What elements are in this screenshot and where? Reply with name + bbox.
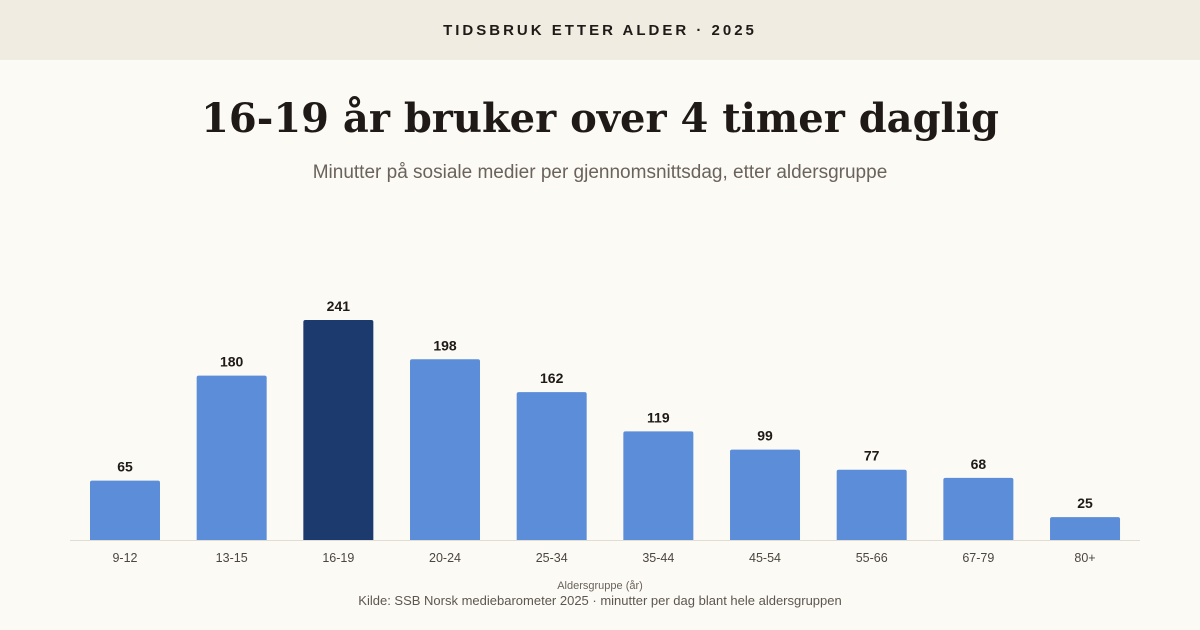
bar-80+	[1050, 517, 1121, 540]
x-tick-label-80+: 80+	[1074, 551, 1095, 565]
x-tick-label-35-44: 35-44	[642, 551, 674, 565]
x-tick-label-55-66: 55-66	[856, 551, 888, 565]
x-axis-title: Aldersgruppe (år)	[557, 580, 643, 592]
chart-title: 16-19 år bruker over 4 timer daglig	[201, 95, 999, 142]
value-label-45-54: 99	[757, 428, 773, 444]
value-label-25-34: 162	[540, 370, 564, 386]
value-label-9-12: 65	[117, 459, 133, 475]
bar-55-66	[836, 469, 907, 540]
x-tick-label-45-54: 45-54	[749, 551, 781, 565]
source-note: Kilde: SSB Norsk mediebarometer 2025 · m…	[358, 593, 842, 608]
kicker-label: TIDSBRUK ETTER ALDER · 2025	[443, 21, 757, 39]
x-tick-label-20-24: 20-24	[429, 551, 461, 565]
x-tick-label-16-19: 16-19	[322, 551, 354, 565]
bar-35-44	[623, 431, 694, 540]
bar-9-12	[90, 480, 160, 540]
bar-16-19	[303, 320, 374, 540]
value-label-80+: 25	[1077, 495, 1093, 511]
x-tick-label-25-34: 25-34	[536, 551, 568, 565]
bar-67-79	[943, 477, 1014, 540]
value-label-20-24: 198	[433, 337, 457, 353]
bar-20-24	[410, 359, 481, 540]
x-tick-label-67-79: 67-79	[962, 551, 994, 565]
chart-subtitle: Minutter på sosiale medier per gjennomsn…	[312, 162, 888, 183]
bar-25-34	[516, 392, 587, 540]
value-label-55-66: 77	[864, 448, 880, 464]
value-label-16-19: 241	[327, 298, 351, 314]
bar-45-54	[730, 449, 801, 540]
bar-13-15	[196, 375, 267, 540]
bars-group: 65 9-12 180 13-15 241 16-19 198 20-24 162 25-34 11…	[90, 298, 1121, 565]
value-label-67-79: 68	[971, 456, 987, 472]
value-label-13-15: 180	[220, 354, 244, 370]
x-tick-label-13-15: 13-15	[216, 551, 248, 565]
value-label-35-44: 119	[647, 409, 670, 425]
x-tick-label-9-12: 9-12	[112, 551, 137, 565]
header-bar: TIDSBRUK ETTER ALDER · 2025	[0, 0, 1200, 60]
